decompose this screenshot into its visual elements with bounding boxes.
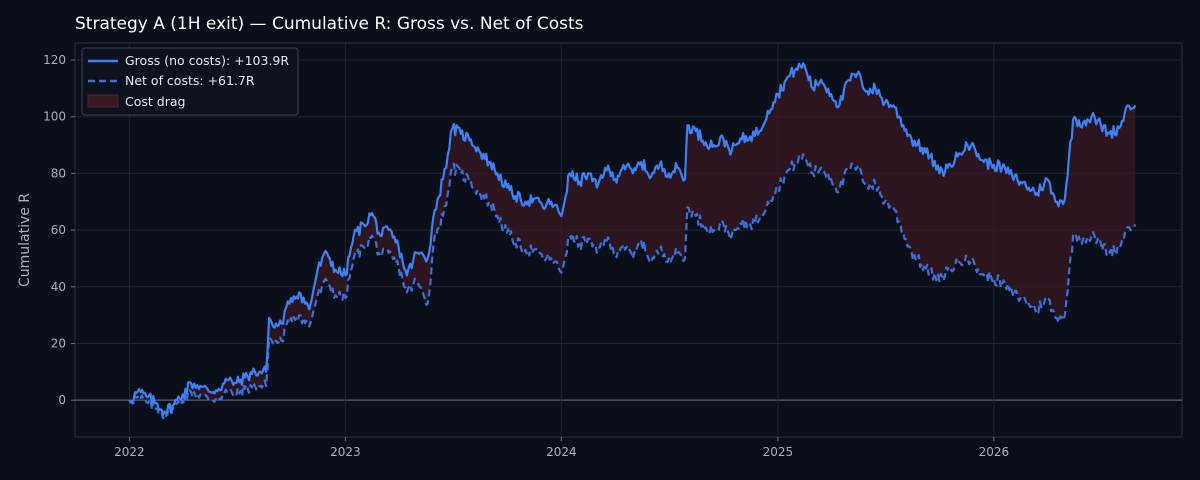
x-tick-label-2025: 2025 bbox=[763, 445, 794, 459]
cost-drag-area bbox=[129, 63, 1136, 419]
y-tick-label-80: 80 bbox=[51, 166, 66, 180]
y-tick-label-40: 40 bbox=[51, 280, 66, 294]
x-tick-label-2023: 2023 bbox=[330, 445, 361, 459]
y-axis-ticks: 0 20 40 60 80 100 120 bbox=[43, 53, 75, 407]
cost-drag-fill bbox=[129, 63, 1136, 419]
legend: Gross (no costs): +103.9R Net of costs: … bbox=[81, 47, 299, 116]
x-tick-label-2022: 2022 bbox=[114, 445, 145, 459]
y-tick-label-120: 120 bbox=[43, 53, 66, 67]
legend-swatch-cost-drag bbox=[87, 94, 119, 108]
series-line-net bbox=[128, 153, 1137, 420]
y-tick-label-0: 0 bbox=[58, 393, 66, 407]
legend-label-gross: Gross (no costs): +103.9R bbox=[125, 53, 289, 68]
series-lines bbox=[128, 62, 1137, 420]
y-tick-label-100: 100 bbox=[43, 110, 66, 124]
x-axis-ticks: 2022 2023 2024 2025 2026 bbox=[114, 437, 1009, 459]
legend-box bbox=[81, 47, 299, 116]
legend-label-cost-drag: Cost drag bbox=[125, 94, 185, 109]
y-axis-label: Cumulative R bbox=[17, 193, 33, 287]
x-tick-label-2026: 2026 bbox=[979, 445, 1010, 459]
y-tick-label-60: 60 bbox=[51, 223, 66, 237]
legend-label-net: Net of costs: +61.7R bbox=[125, 73, 255, 88]
x-tick-label-2024: 2024 bbox=[546, 445, 577, 459]
series-line-gross bbox=[128, 62, 1137, 416]
chart-title: Strategy A (1H exit) — Cumulative R: Gro… bbox=[75, 14, 584, 34]
y-tick-label-20: 20 bbox=[51, 336, 66, 350]
